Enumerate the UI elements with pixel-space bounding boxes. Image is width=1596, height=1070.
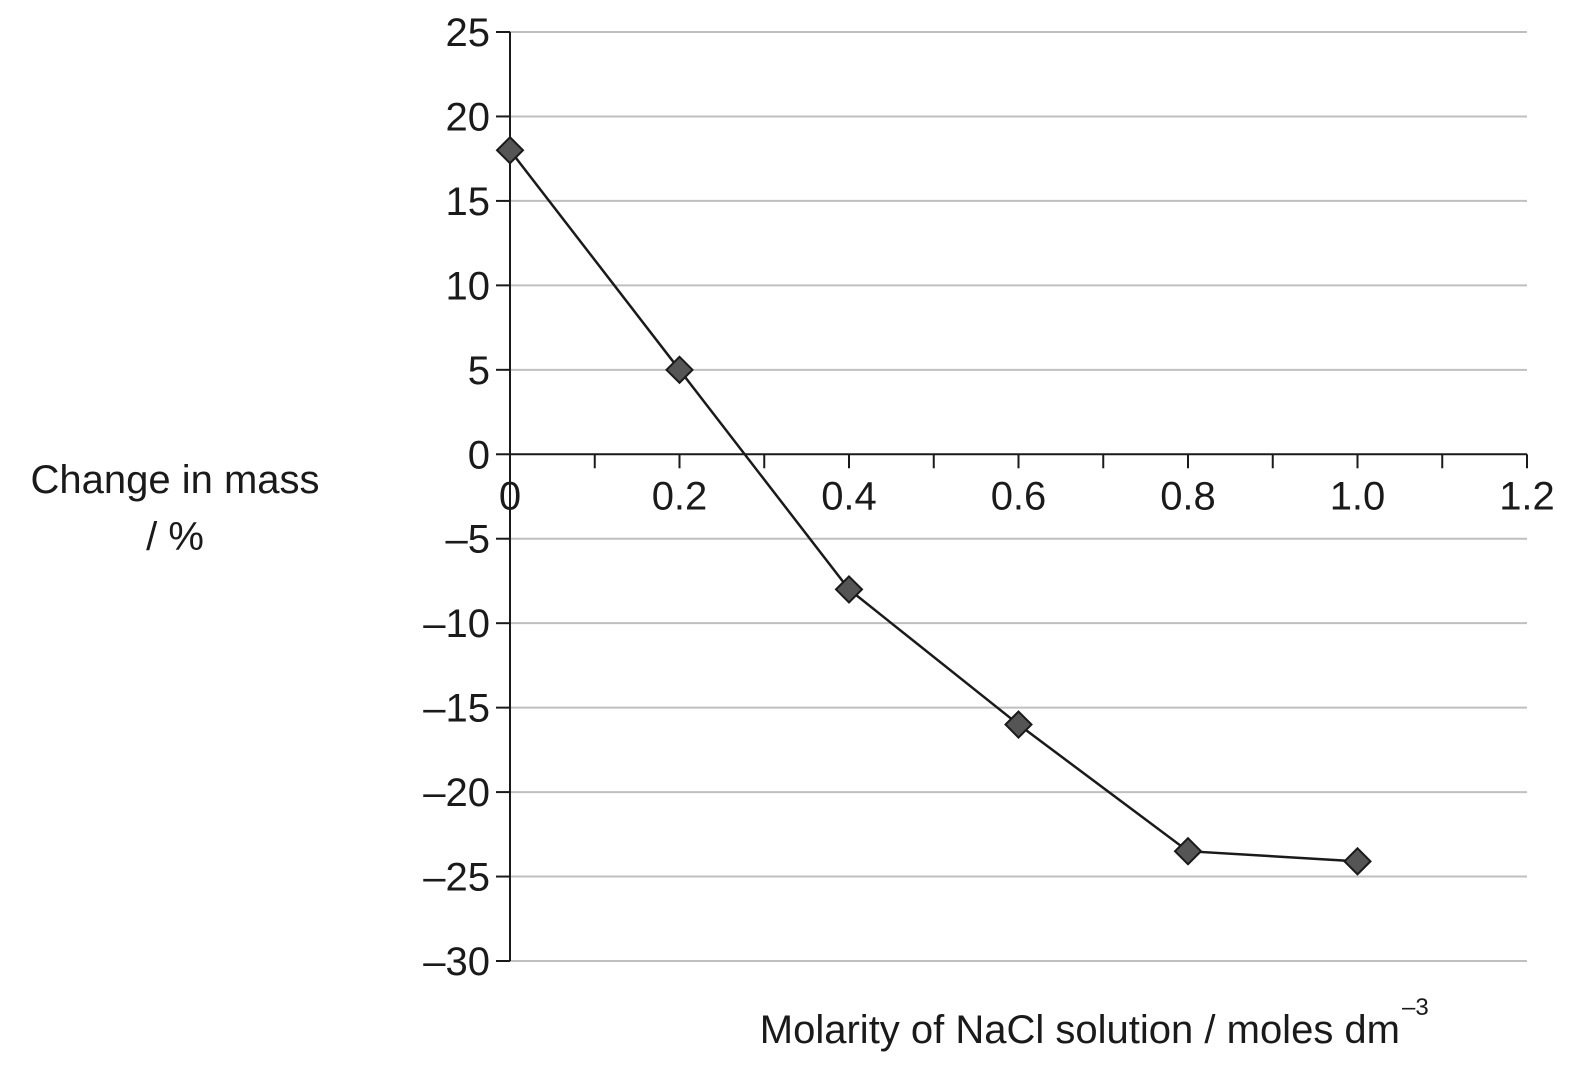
data-series — [495, 135, 1372, 876]
x-tick-label: 0.2 — [652, 474, 708, 518]
y-tick-label: –25 — [423, 856, 490, 900]
x-tick-label: 1.2 — [1499, 474, 1555, 518]
y-tick-label: 0 — [468, 433, 490, 477]
y-axis-tick-labels: 25 20 15 10 5 0 –5 –10 –15 –20 –25 –30 — [423, 11, 490, 984]
x-axis-title: Molarity of NaCl solution / moles dm — [760, 1008, 1400, 1052]
y-tick-label: 20 — [446, 95, 491, 139]
y-tick-label: 15 — [446, 180, 491, 224]
y-tick-label: –20 — [423, 771, 490, 815]
y-tick-label: –15 — [423, 687, 490, 731]
series-line — [509, 149, 1358, 863]
data-point-marker — [1004, 710, 1033, 739]
x-tick-label: 1.0 — [1330, 474, 1386, 518]
x-tick-label: 0 — [499, 474, 521, 518]
y-tick-label: –10 — [423, 602, 490, 646]
gridlines — [510, 31, 1527, 962]
x-axis-tick-labels: 0 0.2 0.4 0.6 0.8 1.0 1.2 — [499, 474, 1555, 518]
x-tick-label: 0.4 — [821, 474, 877, 518]
x-axis-title-superscript: –3 — [1402, 994, 1429, 1021]
y-tick-label: 10 — [446, 264, 491, 308]
y-tick-label: –5 — [446, 518, 491, 562]
y-tick-label: 5 — [468, 349, 490, 393]
axes — [496, 31, 1528, 962]
y-tick-label: –30 — [423, 940, 490, 984]
data-point-marker — [1173, 836, 1203, 866]
y-axis-title-line1: Change in mass — [30, 458, 319, 502]
data-point-marker — [1343, 846, 1372, 876]
x-tick-label: 0.8 — [1160, 474, 1216, 518]
y-axis-title-line2: / % — [146, 515, 204, 559]
y-tick-label: 25 — [446, 11, 491, 55]
data-point-marker — [834, 574, 864, 604]
data-point-marker — [665, 355, 694, 385]
data-point-marker — [495, 135, 525, 165]
x-tick-label: 0.6 — [991, 474, 1047, 518]
